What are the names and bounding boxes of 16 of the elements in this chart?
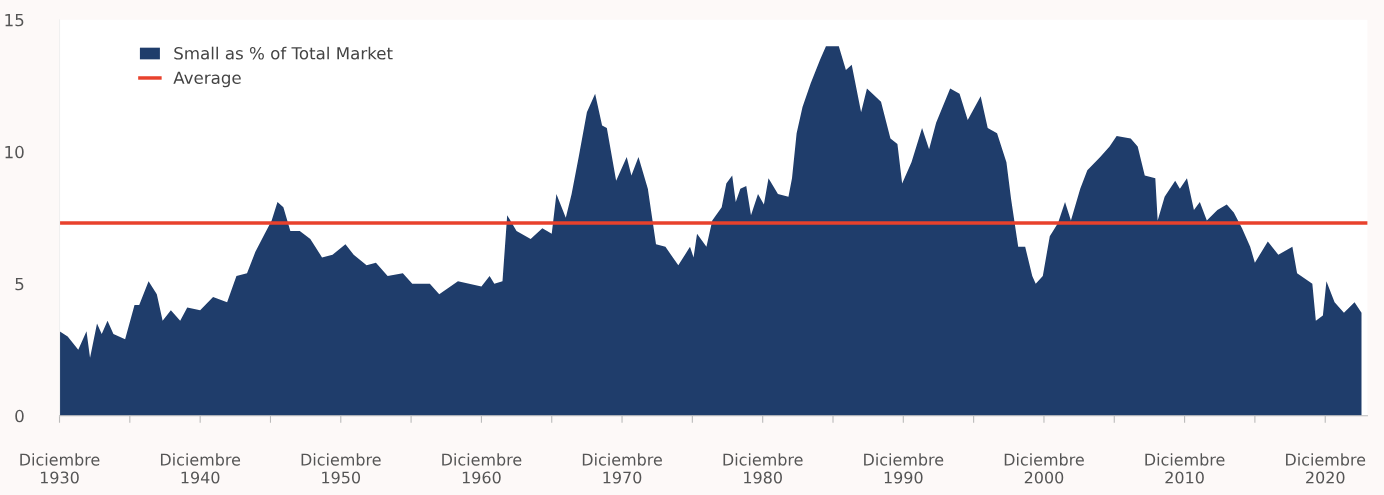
- x-tick-label: Diciembre 1980: [723, 453, 803, 484]
- x-tick-label: Diciembre 1970: [582, 453, 662, 484]
- legend-label: Average: [173, 71, 241, 88]
- x-tick-label: Diciembre 1940: [160, 453, 241, 484]
- x-tick-label: Diciembre 2010: [1145, 453, 1225, 484]
- x-tick-label: Diciembre 2000: [1004, 453, 1084, 484]
- y-tick-label: 0: [15, 409, 24, 423]
- x-tick-label: Diciembre 1990: [864, 453, 944, 484]
- y-tick-label: 10: [5, 145, 24, 159]
- x-tick-label: Diciembre 1930: [20, 453, 100, 484]
- x-tick-label: Diciembre 1950: [301, 453, 381, 484]
- x-tick-label: Diciembre 2020: [1286, 453, 1366, 484]
- y-tick-label: 5: [15, 277, 24, 291]
- legend-label: Small as % of Total Market: [174, 46, 393, 60]
- y-tick-label: 15: [5, 13, 24, 27]
- x-tick-label: Diciembre 1960: [442, 453, 522, 484]
